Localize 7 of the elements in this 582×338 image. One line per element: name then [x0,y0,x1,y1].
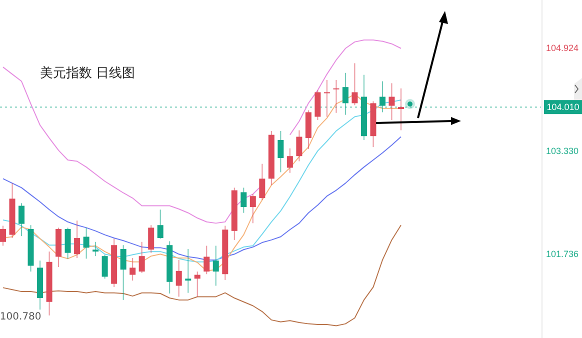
text: 美元指数 日线图 [40,65,136,81]
ref-line-label: 104.010 [546,102,580,112]
line-series [2,224,402,326]
y-tick-label: 104.924 [546,43,579,54]
y-tick-label: 103.330 [546,146,579,156]
y-tick-label: 101.736 [546,248,579,259]
annotation: 100.780 [0,311,42,322]
